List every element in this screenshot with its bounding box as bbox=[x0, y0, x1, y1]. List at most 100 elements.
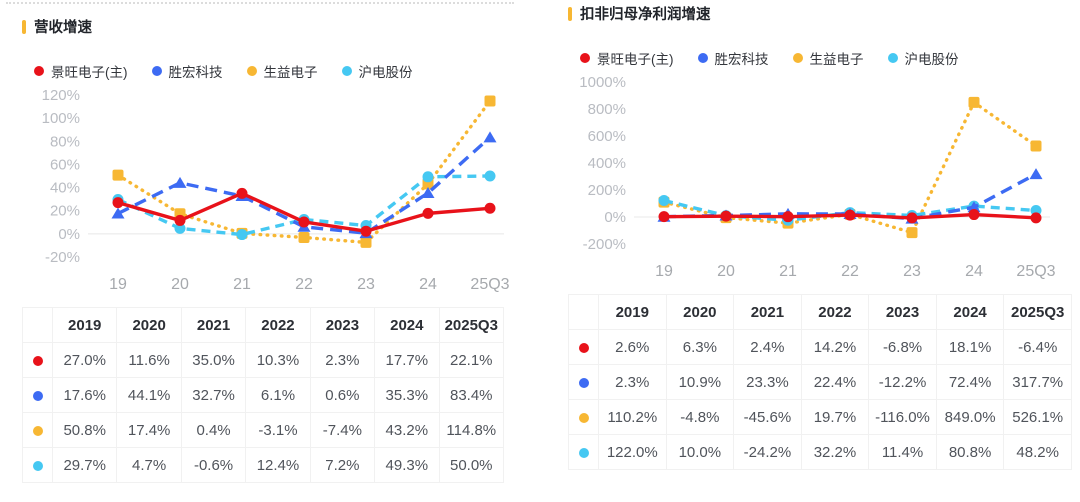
legend-label: 生益电子 bbox=[263, 65, 318, 80]
table-value-cell: 27.0% bbox=[51, 342, 118, 378]
series-dot bbox=[578, 447, 589, 458]
series-marker-1 bbox=[483, 131, 497, 143]
table-value-cell: 35.0% bbox=[180, 342, 247, 378]
table-header-cell: 2023 bbox=[868, 294, 937, 330]
table-row: 2.3% 10.9% 23.3% 22.4% -12.2% 72.4% 317.7% bbox=[568, 364, 1072, 400]
table-value-cell: 317.7% bbox=[1003, 364, 1072, 400]
table-header-cell: 2021 bbox=[180, 307, 247, 343]
table-value-cell: 44.1% bbox=[116, 377, 182, 413]
table-value-cell: 35.3% bbox=[374, 377, 440, 413]
table-value-cell: 17.6% bbox=[51, 377, 118, 413]
legend-item-0[interactable]: 景旺电子(主) bbox=[580, 48, 674, 68]
data-table-net-profit: 2019 2020 2021 2022 2023 2024 2025Q3 2.6% 6.3% 2.… bbox=[568, 294, 1072, 470]
table-value-cell: -6.4% bbox=[1003, 329, 1072, 365]
table-value-cell: 17.7% bbox=[374, 342, 440, 378]
table-value-cell: 110.2% bbox=[598, 399, 667, 435]
table-value-cell: 83.4% bbox=[438, 377, 505, 413]
legend-item-0[interactable]: 景旺电子(主) bbox=[34, 61, 128, 81]
line-chart-svg: 120% 100% 80% 60% 40% 20% 0% -20% 19 20 21 22 23 24 25… bbox=[42, 87, 510, 293]
table-row: 50.8% 17.4% 0.4% -3.1% -7.4% 43.2% 114.8% bbox=[22, 412, 505, 448]
x-tick-label: 19 bbox=[655, 263, 673, 280]
y-tick-label: 0% bbox=[58, 226, 80, 243]
table-corner-cell bbox=[568, 294, 599, 330]
table-value-cell: 14.2% bbox=[800, 329, 870, 365]
title-accent-bar bbox=[568, 6, 572, 21]
table-value-cell: -7.4% bbox=[309, 412, 376, 448]
table-value-cell: -0.6% bbox=[180, 447, 247, 483]
table-value-cell: 32.7% bbox=[180, 377, 247, 413]
legend-item-1[interactable]: 胜宏科技 bbox=[697, 48, 769, 68]
table-value-cell: 11.4% bbox=[868, 434, 937, 470]
legend-item-2[interactable]: 生益电子 bbox=[792, 48, 864, 68]
report-page: 营收增速 景旺电子(主) 胜宏科技 生益电子 沪电股份 120% 100% 80% 60% 4… bbox=[22, 6, 1072, 483]
series-dot bbox=[578, 342, 589, 353]
table-value-cell: 2.6% bbox=[598, 329, 667, 365]
table-header-row: 2019 2020 2021 2022 2023 2024 2025Q3 bbox=[568, 294, 1072, 330]
table-value-cell: 22.4% bbox=[800, 364, 870, 400]
series-marker-2 bbox=[1030, 140, 1042, 152]
y-tick-label: -200% bbox=[583, 236, 626, 253]
x-tick-label: 23 bbox=[903, 263, 921, 280]
series-dot-cell bbox=[568, 434, 599, 470]
series-marker-0 bbox=[360, 225, 372, 237]
x-tick-label: 22 bbox=[295, 276, 313, 293]
series-marker-2 bbox=[906, 227, 918, 239]
table-value-cell: 0.4% bbox=[180, 412, 247, 448]
legend-item-3[interactable]: 沪电股份 bbox=[341, 61, 413, 81]
table-value-cell: 4.7% bbox=[116, 447, 182, 483]
series-marker-3 bbox=[174, 222, 186, 234]
table-value-cell: 114.8% bbox=[438, 412, 505, 448]
series-dot bbox=[32, 460, 43, 471]
series-marker-0 bbox=[484, 202, 496, 214]
x-tick-label: 21 bbox=[779, 263, 797, 280]
y-tick-label: 20% bbox=[50, 203, 80, 220]
table-header-cell: 2025Q3 bbox=[438, 307, 505, 343]
table-header-cell: 2023 bbox=[309, 307, 376, 343]
series-marker-3 bbox=[658, 195, 670, 207]
series-marker-1 bbox=[173, 176, 187, 188]
legend-dot bbox=[246, 66, 257, 76]
table-value-cell: -12.2% bbox=[868, 364, 937, 400]
series-dot bbox=[32, 425, 43, 436]
table-value-cell: 50.8% bbox=[51, 412, 118, 448]
table-value-cell: 22.1% bbox=[438, 342, 505, 378]
legend-item-2[interactable]: 生益电子 bbox=[246, 61, 318, 81]
series-dot-cell bbox=[568, 399, 599, 435]
legend-dot bbox=[580, 53, 590, 63]
table-value-cell: 50.0% bbox=[438, 447, 505, 483]
table-row: 29.7% 4.7% -0.6% 12.4% 7.2% 49.3% 50.0% bbox=[22, 447, 505, 483]
table-value-cell: 17.4% bbox=[116, 412, 182, 448]
table-value-cell: 48.2% bbox=[1003, 434, 1072, 470]
series-marker-0 bbox=[906, 212, 918, 224]
table-value-cell: 72.4% bbox=[935, 364, 1005, 400]
comparison-table: 2019 2020 2021 2022 2023 2024 2025Q3 27.0% 11.6%… bbox=[22, 307, 505, 483]
table-value-cell: 122.0% bbox=[598, 434, 667, 470]
table-row: 110.2% -4.8% -45.6% 19.7% -116.0% 849.0% 526.1… bbox=[568, 399, 1072, 435]
y-tick-label: 1000% bbox=[579, 74, 626, 91]
table-value-cell: 10.0% bbox=[665, 434, 735, 470]
y-tick-label: 100% bbox=[42, 110, 80, 127]
comparison-table: 2019 2020 2021 2022 2023 2024 2025Q3 2.6% 6.3% 2.… bbox=[568, 294, 1072, 470]
legend-dot bbox=[697, 53, 708, 63]
legend-item-3[interactable]: 沪电股份 bbox=[887, 48, 959, 68]
table-value-cell: -45.6% bbox=[733, 399, 802, 435]
table-value-cell: 2.4% bbox=[733, 329, 802, 365]
y-tick-label: 80% bbox=[50, 133, 80, 150]
legend-label: 景旺电子(主) bbox=[51, 65, 128, 80]
table-value-cell: 849.0% bbox=[935, 399, 1005, 435]
legend-item-1[interactable]: 胜宏科技 bbox=[151, 61, 223, 81]
y-tick-label: 0% bbox=[604, 209, 626, 226]
x-tick-label: 25Q3 bbox=[1016, 263, 1055, 280]
series-dot-cell bbox=[22, 447, 53, 483]
series-marker-0 bbox=[422, 207, 434, 219]
table-value-cell: 23.3% bbox=[733, 364, 802, 400]
table-value-cell: 80.8% bbox=[935, 434, 1005, 470]
legend-label: 胜宏科技 bbox=[168, 65, 223, 80]
table-header-cell: 2024 bbox=[935, 294, 1005, 330]
series-marker-0 bbox=[298, 216, 310, 228]
legend-dot bbox=[341, 66, 352, 76]
y-tick-label: 200% bbox=[588, 182, 626, 199]
table-corner-cell bbox=[22, 307, 53, 343]
series-marker-0 bbox=[1030, 212, 1042, 224]
table-header-row: 2019 2020 2021 2022 2023 2024 2025Q3 bbox=[22, 307, 505, 343]
